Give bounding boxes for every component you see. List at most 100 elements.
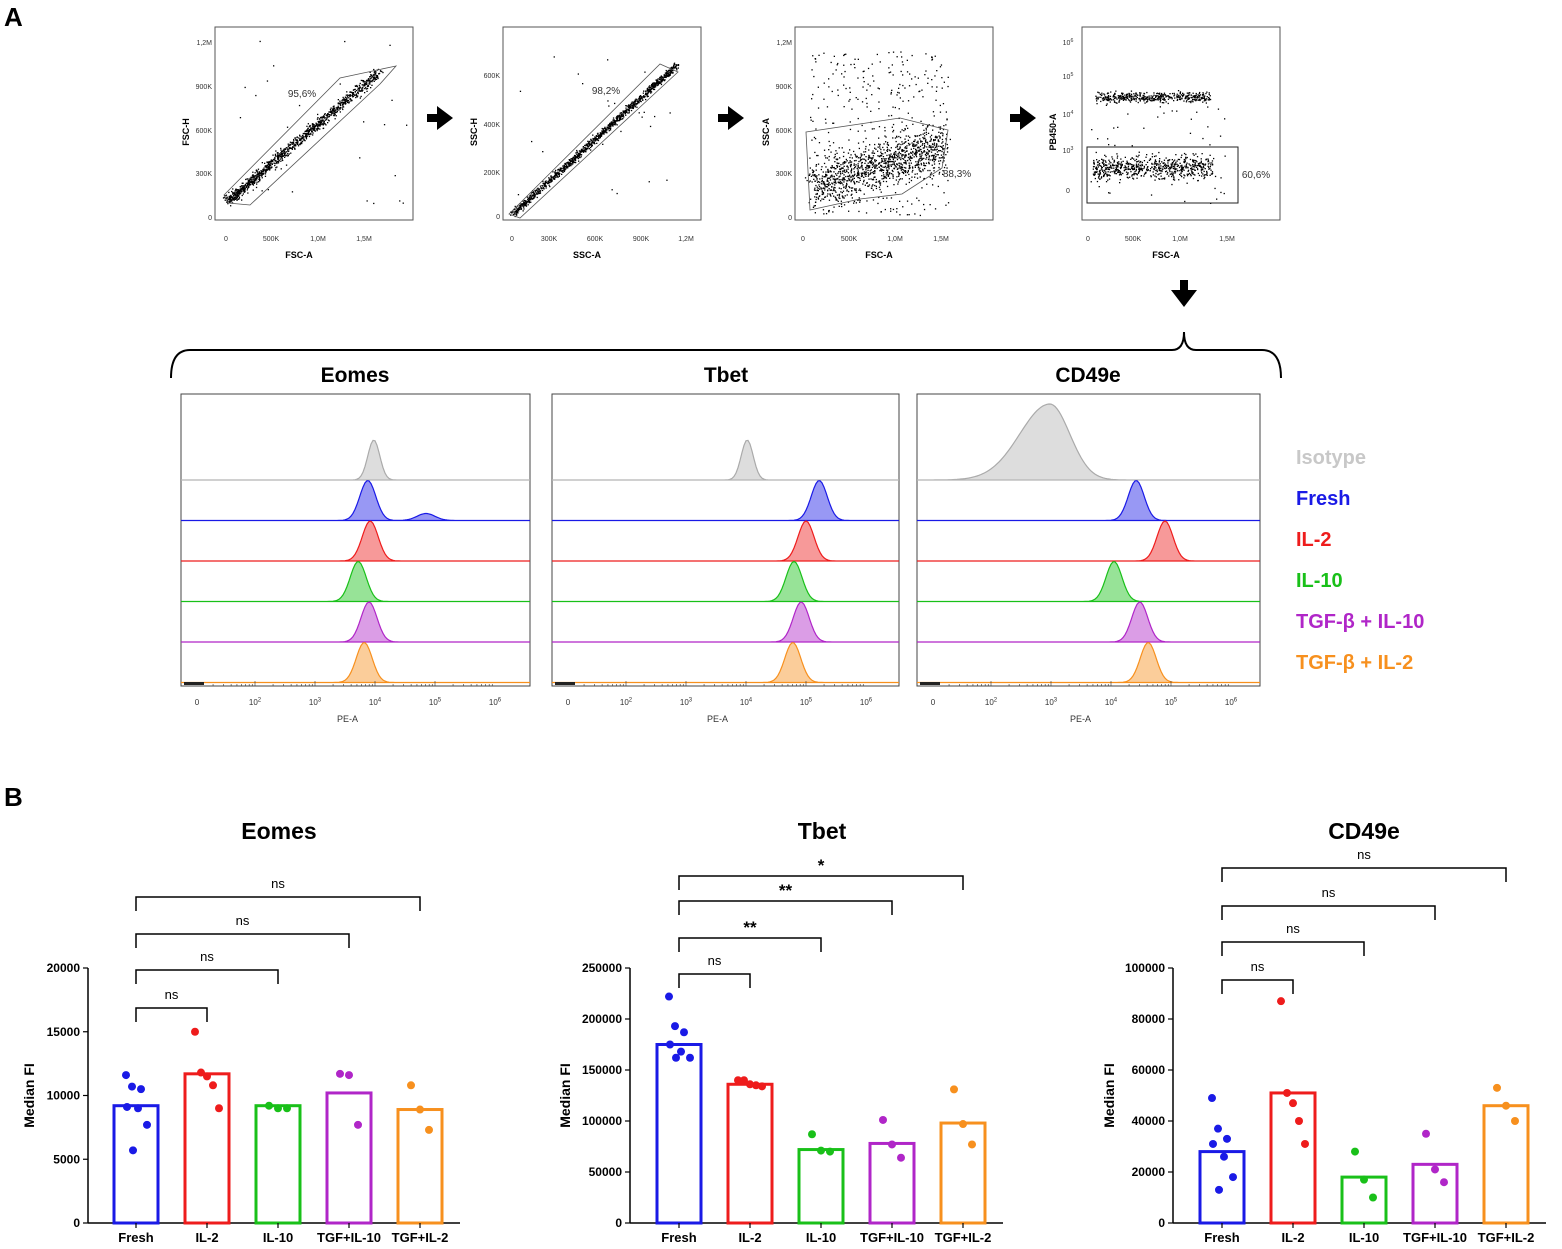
event-dot xyxy=(906,150,908,152)
event-dot xyxy=(1179,96,1181,98)
event-dot xyxy=(324,117,326,119)
event-dot xyxy=(1098,170,1101,172)
event-dot xyxy=(900,167,902,170)
event-dot xyxy=(274,162,276,165)
event-dot xyxy=(330,111,332,113)
event-dot xyxy=(857,170,859,173)
event-dot xyxy=(377,77,379,80)
event-dot xyxy=(313,127,316,129)
event-dot xyxy=(872,150,874,152)
event-dot xyxy=(1101,158,1103,160)
event-dot xyxy=(531,191,534,194)
event-dot xyxy=(571,159,574,161)
event-dot xyxy=(833,189,835,191)
event-dot xyxy=(940,154,943,156)
event-dot xyxy=(1128,168,1130,170)
event-dot xyxy=(832,167,834,169)
event-dot xyxy=(249,179,251,181)
event-dot xyxy=(928,144,931,147)
event-dot xyxy=(235,189,237,191)
event-dot xyxy=(837,162,839,165)
event-dot xyxy=(285,164,288,166)
event-dot xyxy=(855,202,857,204)
event-dot xyxy=(653,85,655,87)
event-dot xyxy=(1123,169,1126,171)
event-dot xyxy=(1182,92,1184,94)
event-dot xyxy=(1207,106,1209,108)
event-dot xyxy=(881,160,883,162)
event-dot xyxy=(268,164,270,166)
event-dot xyxy=(371,79,374,82)
event-dot xyxy=(539,190,541,193)
event-dot xyxy=(379,70,382,72)
event-dot xyxy=(1195,92,1197,95)
event-dot xyxy=(670,70,672,73)
event-dot xyxy=(858,167,860,169)
event-dot xyxy=(1101,98,1104,100)
event-dot xyxy=(928,162,930,164)
event-dot xyxy=(614,102,616,105)
event-dot xyxy=(239,189,241,192)
event-dot xyxy=(574,158,576,160)
event-dot xyxy=(363,83,366,86)
event-dot xyxy=(1140,160,1142,163)
event-dot xyxy=(243,191,245,193)
event-dot xyxy=(931,79,933,81)
event-dot xyxy=(938,135,940,137)
event-dot xyxy=(855,156,857,158)
x-tick-label: 1,2M xyxy=(678,236,694,243)
event-dot xyxy=(358,89,360,91)
event-dot xyxy=(883,176,885,178)
event-dot xyxy=(323,120,325,123)
event-dot xyxy=(334,109,336,111)
event-dot xyxy=(840,168,842,170)
event-dot xyxy=(246,186,248,188)
event-dot xyxy=(918,159,920,161)
event-dot xyxy=(861,175,863,178)
event-dot xyxy=(864,159,867,161)
event-dot xyxy=(284,150,286,152)
event-dot xyxy=(1096,159,1098,161)
event-dot xyxy=(865,212,868,214)
event-dot xyxy=(345,98,347,101)
event-dot xyxy=(885,177,888,179)
event-dot xyxy=(1188,163,1190,165)
event-dot xyxy=(354,85,356,87)
event-dot xyxy=(1171,159,1173,161)
event-dot xyxy=(941,138,944,141)
event-dot xyxy=(652,88,655,91)
event-dot xyxy=(875,181,877,183)
event-dot xyxy=(888,160,890,162)
event-dot xyxy=(1104,170,1106,172)
event-dot xyxy=(1191,168,1194,171)
event-dot xyxy=(634,101,637,103)
event-dot xyxy=(898,143,900,145)
event-dot xyxy=(590,149,592,151)
event-dot xyxy=(548,182,550,184)
event-dot xyxy=(1135,168,1137,170)
event-dot xyxy=(261,171,263,173)
event-dot xyxy=(890,197,893,199)
y-tick-label: 400K xyxy=(484,122,501,129)
event-dot xyxy=(240,186,242,188)
event-dot xyxy=(599,135,602,137)
event-dot xyxy=(1198,99,1200,101)
event-dot xyxy=(1176,165,1178,167)
event-dot xyxy=(928,157,930,159)
event-dot xyxy=(849,128,852,131)
event-dot xyxy=(648,87,650,89)
event-dot xyxy=(518,207,520,209)
event-dot xyxy=(355,89,358,92)
event-dot xyxy=(913,147,915,150)
event-dot xyxy=(854,166,857,168)
event-dot xyxy=(654,85,657,87)
event-dot xyxy=(249,181,251,183)
event-dot xyxy=(912,150,914,153)
event-dot xyxy=(839,172,842,174)
event-dot xyxy=(909,155,912,157)
event-dot xyxy=(941,150,943,153)
event-dot xyxy=(572,160,575,163)
event-dot xyxy=(1103,169,1105,171)
event-dot xyxy=(232,188,234,190)
event-dot xyxy=(331,110,334,112)
